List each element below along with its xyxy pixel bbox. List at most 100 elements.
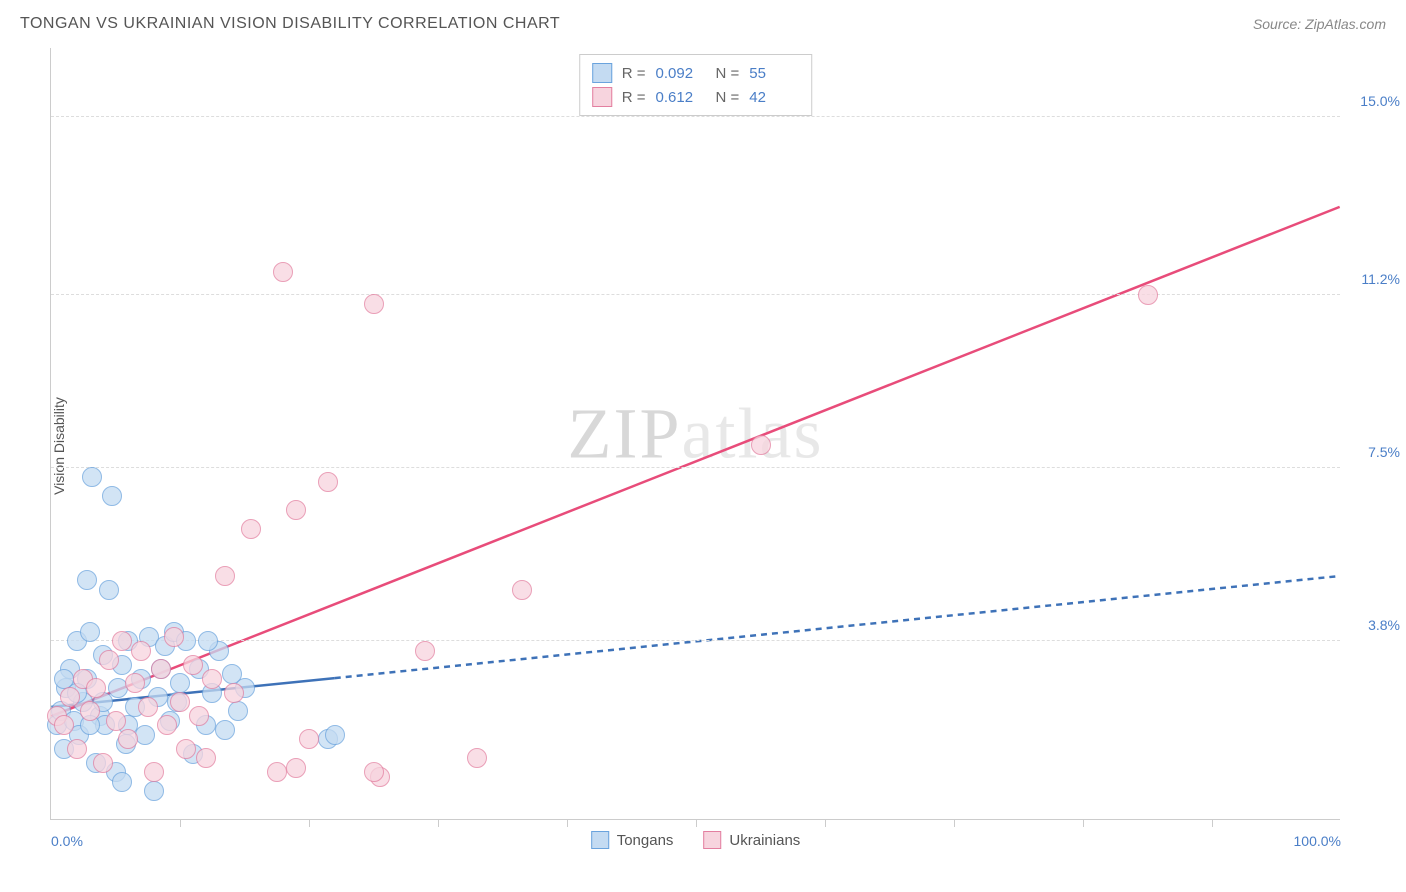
x-tick-label: 0.0% [51, 833, 83, 849]
data-point [170, 673, 190, 693]
data-point [467, 748, 487, 768]
data-point [215, 720, 235, 740]
legend-swatch [703, 831, 721, 849]
data-point [286, 500, 306, 520]
data-point [112, 772, 132, 792]
data-point [82, 467, 102, 487]
x-tick [438, 819, 439, 827]
data-point [241, 519, 261, 539]
r-value: 0.092 [656, 65, 706, 82]
data-point [228, 701, 248, 721]
watermark-light: atlas [682, 393, 824, 473]
x-tick [567, 819, 568, 827]
n-value: 55 [749, 65, 799, 82]
x-tick [309, 819, 310, 827]
scatter-chart: ZIPatlas R =0.092N =55R =0.612N =42 Tong… [50, 48, 1340, 820]
data-point [170, 692, 190, 712]
data-point [273, 262, 293, 282]
x-tick [1083, 819, 1084, 827]
data-point [99, 650, 119, 670]
gridline [51, 467, 1340, 468]
legend-swatch [592, 63, 612, 83]
x-tick [954, 819, 955, 827]
r-label: R = [622, 65, 646, 82]
data-point [67, 739, 87, 759]
data-point [224, 683, 244, 703]
data-point [751, 435, 771, 455]
data-point [157, 715, 177, 735]
data-point [325, 725, 345, 745]
data-point [54, 669, 74, 689]
data-point [138, 697, 158, 717]
data-point [364, 762, 384, 782]
x-tick [180, 819, 181, 827]
legend-swatch [591, 831, 609, 849]
chart-title: TONGAN VS UKRAINIAN VISION DISABILITY CO… [20, 15, 560, 33]
data-point [77, 570, 97, 590]
data-point [106, 711, 126, 731]
data-point [112, 631, 132, 651]
x-tick-label: 100.0% [1294, 833, 1341, 849]
x-tick [1212, 819, 1213, 827]
data-point [215, 566, 235, 586]
series-name: Ukrainians [729, 832, 800, 849]
data-point [60, 687, 80, 707]
data-point [144, 762, 164, 782]
y-tick-label: 3.8% [1345, 617, 1400, 633]
data-point [99, 580, 119, 600]
data-point [286, 758, 306, 778]
y-tick-label: 15.0% [1345, 93, 1400, 109]
legend-row: R = 0.092 N = 55 [592, 61, 800, 85]
data-point [176, 739, 196, 759]
data-point [318, 472, 338, 492]
n-value: 42 [749, 89, 799, 106]
data-point [131, 641, 151, 661]
data-point [164, 627, 184, 647]
data-point [86, 678, 106, 698]
r-label: R = [622, 89, 646, 106]
source-attribution: Source: ZipAtlas.com [1253, 16, 1386, 32]
watermark-bold: ZIP [568, 393, 682, 473]
data-point [1138, 285, 1158, 305]
data-point [196, 748, 216, 768]
r-value: 0.612 [656, 89, 706, 106]
data-point [80, 622, 100, 642]
data-point [125, 673, 145, 693]
data-point [54, 715, 74, 735]
x-tick [696, 819, 697, 827]
data-point [144, 781, 164, 801]
data-point [299, 729, 319, 749]
data-point [512, 580, 532, 600]
gridline [51, 116, 1340, 117]
chart-header: TONGAN VS UKRAINIAN VISION DISABILITY CO… [0, 0, 1406, 48]
data-point [135, 725, 155, 745]
data-point [93, 753, 113, 773]
y-tick-label: 11.2% [1345, 271, 1400, 287]
series-legend-item: Tongans [591, 831, 674, 849]
gridline [51, 640, 1340, 641]
data-point [415, 641, 435, 661]
watermark: ZIPatlas [568, 392, 824, 475]
data-point [151, 659, 171, 679]
data-point [267, 762, 287, 782]
x-tick [825, 819, 826, 827]
legend-row: R = 0.612 N = 42 [592, 85, 800, 109]
data-point [364, 294, 384, 314]
y-tick-label: 7.5% [1345, 444, 1400, 460]
trend-line [335, 576, 1340, 678]
data-point [183, 655, 203, 675]
series-legend-item: Ukrainians [703, 831, 800, 849]
series-name: Tongans [617, 832, 674, 849]
n-label: N = [716, 89, 740, 106]
legend-swatch [592, 87, 612, 107]
source-name: ZipAtlas.com [1305, 16, 1386, 32]
correlation-legend: R = 0.092 N = 55 R = 0.612 N = 42 [579, 54, 813, 116]
data-point [118, 729, 138, 749]
data-point [80, 701, 100, 721]
data-point [198, 631, 218, 651]
source-prefix: Source: [1253, 16, 1305, 32]
data-point [202, 669, 222, 689]
data-point [102, 486, 122, 506]
series-legend: Tongans Ukrainians [591, 831, 801, 849]
n-label: N = [716, 65, 740, 82]
